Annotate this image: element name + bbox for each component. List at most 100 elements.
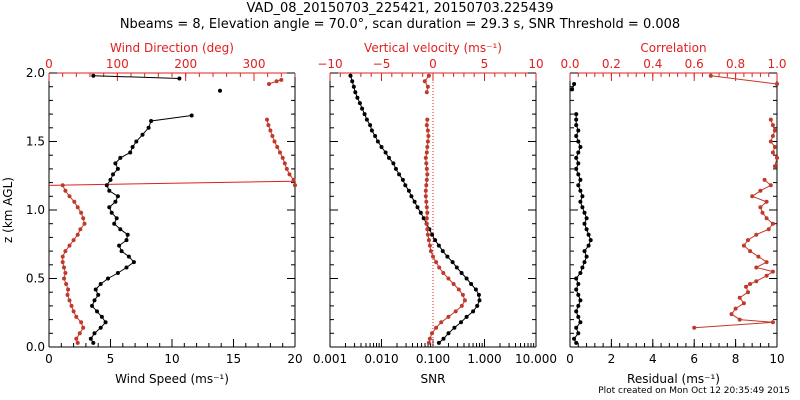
data-point-wind-speed bbox=[90, 303, 94, 308]
data-point-vertical-velocity bbox=[424, 216, 429, 221]
x-top-tick-label: 0 bbox=[429, 57, 437, 71]
data-point-residual bbox=[574, 309, 579, 314]
data-point-snr bbox=[375, 139, 380, 144]
x-bottom-tick-label: 2 bbox=[608, 352, 616, 366]
data-point-correlation bbox=[754, 232, 759, 237]
data-point-residual bbox=[578, 188, 583, 193]
data-point-vertical-velocity bbox=[424, 177, 429, 182]
data-point-vertical-velocity bbox=[428, 249, 433, 254]
x-top-tick-label: 5 bbox=[481, 57, 489, 71]
data-point-snr bbox=[351, 84, 356, 89]
data-point-residual bbox=[574, 112, 579, 117]
data-point-correlation bbox=[764, 273, 769, 278]
data-point-wind-direction bbox=[60, 183, 65, 188]
data-point-wind-speed bbox=[124, 265, 129, 270]
data-point-wind-speed bbox=[117, 243, 122, 248]
data-point-wind-direction bbox=[71, 238, 76, 243]
y-tick-label: 1.5 bbox=[26, 135, 45, 149]
data-point-correlation bbox=[746, 290, 750, 295]
data-point-snr bbox=[415, 205, 420, 210]
data-point-correlation bbox=[737, 295, 742, 300]
data-point-wind-direction bbox=[63, 249, 68, 254]
data-point-snr bbox=[397, 172, 402, 177]
x-top-tick-label: 0.4 bbox=[643, 57, 662, 71]
data-point-residual bbox=[584, 227, 589, 232]
data-point-residual bbox=[574, 155, 579, 160]
data-point-vertical-velocity bbox=[425, 227, 430, 232]
data-point-residual bbox=[576, 331, 581, 336]
data-point-vertical-velocity bbox=[451, 282, 456, 286]
data-point-correlation bbox=[760, 210, 765, 215]
data-point-correlation bbox=[754, 279, 759, 284]
data-point-vertical-velocity bbox=[426, 134, 431, 138]
data-point-correlation-upper bbox=[775, 155, 779, 160]
data-point-correlation bbox=[741, 243, 746, 248]
y-tick-label: 2.0 bbox=[26, 66, 45, 80]
data-point-correlation bbox=[737, 317, 742, 322]
x-top-tick-label: 0.2 bbox=[602, 57, 621, 71]
data-point-snr bbox=[446, 331, 451, 336]
data-point-wind-direction bbox=[72, 199, 77, 204]
data-point-snr bbox=[379, 145, 384, 149]
data-point-correlation bbox=[758, 188, 763, 193]
x-top-axis-label: Vertical velocity (ms⁻¹) bbox=[364, 41, 502, 55]
data-point-residual bbox=[578, 298, 583, 303]
data-point-wind-direction-upper bbox=[291, 177, 296, 182]
data-point-vertical-velocity bbox=[425, 139, 430, 144]
data-point-residual bbox=[576, 292, 581, 297]
data-point-vertical-velocity bbox=[424, 183, 429, 188]
data-point-correlation bbox=[770, 221, 775, 226]
x-bottom-axis-label: Residual (ms⁻¹) bbox=[627, 372, 720, 386]
data-point-residual bbox=[576, 139, 581, 144]
data-point-correlation bbox=[770, 320, 775, 325]
data-point-wind-speed bbox=[115, 271, 120, 275]
data-point-correlation bbox=[770, 269, 775, 274]
data-point-snr bbox=[355, 95, 360, 100]
data-point-correlation bbox=[729, 312, 734, 317]
data-point-snr bbox=[421, 216, 426, 221]
data-point-vertical-velocity bbox=[425, 128, 430, 133]
data-point-vertical-velocity bbox=[427, 243, 432, 248]
data-point-snr bbox=[459, 271, 464, 275]
data-point-snr bbox=[452, 325, 457, 330]
x-bottom-tick-label: 0.100 bbox=[416, 352, 450, 366]
data-point-residual bbox=[576, 314, 581, 319]
data-point-correlation-upper bbox=[772, 128, 777, 133]
data-point-vertical-velocity bbox=[431, 254, 435, 259]
data-point-correlation bbox=[746, 238, 750, 243]
data-point-wind-speed bbox=[134, 139, 139, 144]
x-top-tick-label: 300 bbox=[243, 57, 266, 71]
data-point-vertical-velocity bbox=[434, 260, 439, 265]
footnote: Plot created on Mon Oct 12 20:35:49 2015 bbox=[598, 386, 790, 396]
data-point-snr bbox=[348, 73, 353, 78]
data-point-wind-speed bbox=[108, 177, 113, 182]
data-point-residual bbox=[580, 194, 585, 199]
data-point-wind-speed bbox=[107, 205, 112, 210]
data-point-wind-direction-upper bbox=[282, 161, 287, 166]
x-bottom-tick-label: 1.000 bbox=[467, 352, 501, 366]
x-top-axis-label: Wind Direction (deg) bbox=[110, 41, 234, 55]
data-point-snr bbox=[412, 199, 417, 204]
data-point-vertical-velocity bbox=[441, 271, 446, 275]
data-point-wind-speed bbox=[128, 150, 133, 155]
data-point-vertical-velocity bbox=[425, 232, 430, 237]
data-point-residual bbox=[574, 340, 579, 345]
x-bottom-tick-label: 6 bbox=[690, 352, 698, 366]
data-point-residual bbox=[574, 325, 579, 330]
data-point-wind-direction-upper bbox=[268, 128, 273, 133]
data-point-wind-direction bbox=[81, 216, 86, 221]
data-point-correlation bbox=[741, 301, 746, 306]
x-top-tick-label: 0 bbox=[45, 57, 53, 71]
data-point-wind-speed bbox=[146, 125, 151, 130]
data-point-wind-direction-upper bbox=[287, 172, 292, 177]
data-point-correlation bbox=[754, 265, 759, 270]
data-point-wind-direction bbox=[79, 210, 84, 215]
data-point-vertical-velocity bbox=[423, 155, 428, 160]
data-point-wind-speed bbox=[112, 221, 117, 226]
data-point-snr bbox=[475, 303, 480, 308]
data-point-snr bbox=[383, 150, 388, 155]
data-point-correlation bbox=[733, 306, 738, 311]
data-point-correlation bbox=[750, 194, 755, 199]
data-point-wind-speed bbox=[113, 199, 118, 204]
